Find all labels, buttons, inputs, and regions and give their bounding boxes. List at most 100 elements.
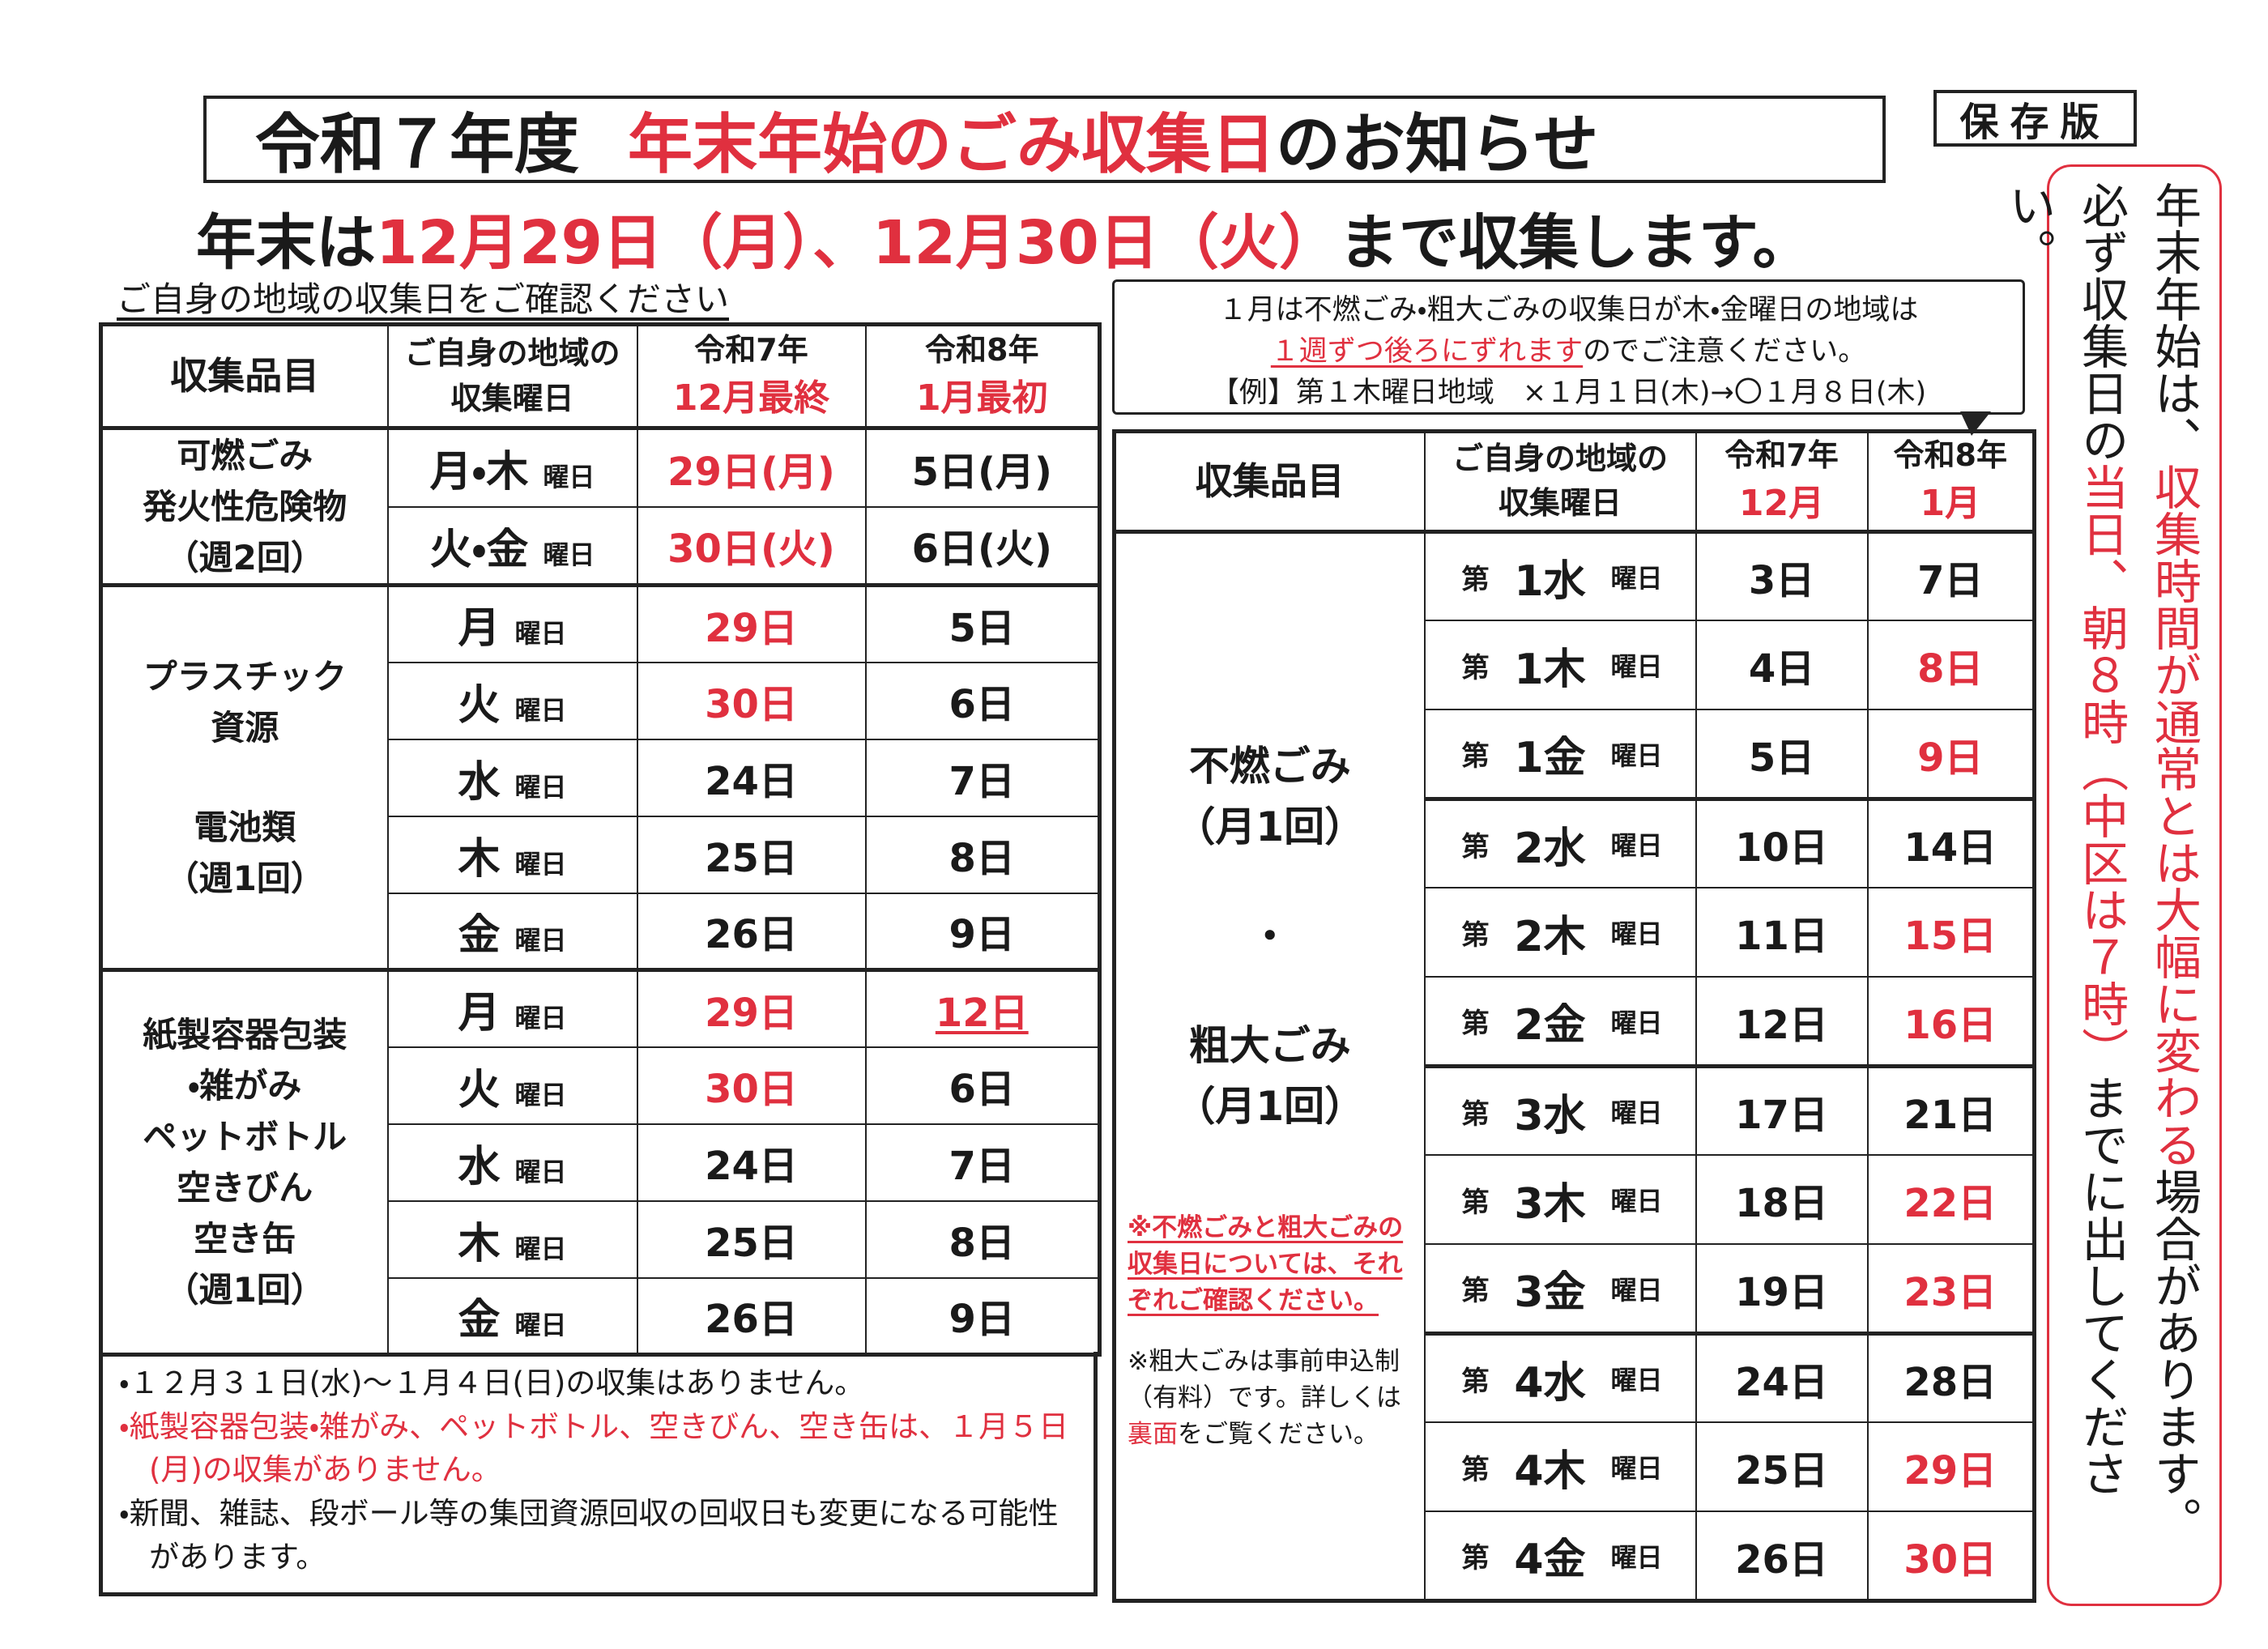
weekday: 木 <box>458 834 501 884</box>
weekday-unit: 曜日 <box>1610 1063 1697 1157</box>
label-line: 粗大ごみ <box>1188 1021 1351 1069</box>
weekday-unit: 曜日 <box>1610 796 1697 889</box>
weekday-unit: 曜日 <box>543 462 595 493</box>
label-line: （週2回） <box>164 538 325 577</box>
weekday: 水 <box>458 1142 501 1191</box>
callout-line: １月は不燃ごみ・粗大ごみの収集日が木・金曜日の地域は <box>1131 290 2006 331</box>
item-cell: 紙製容器包装 ・雑がみ ペットボトル 空きびん 空き缶 （週1回） <box>100 968 389 1356</box>
table-row: 紙製容器包装 ・雑がみ ペットボトル 空きびん 空き缶 （週1回）月曜日 29日 12日 <box>100 968 1101 1356</box>
label-block: 紙製容器包装 ・雑がみ ペットボトル 空きびん 空き缶 （週1回） <box>103 1009 387 1315</box>
date-cell: 6日(火) <box>864 505 1101 586</box>
label-block: ・ <box>1128 906 1413 967</box>
weekday-unit: 曜日 <box>514 1309 567 1340</box>
date-cell: 30日 <box>636 661 867 740</box>
ordinal: 第 <box>1423 796 1490 889</box>
weekday: 火 <box>458 1065 501 1114</box>
date-cell: 8日 <box>1866 620 2036 711</box>
day-cell: 月曜日 <box>386 583 638 663</box>
date-cell: 7日 <box>1866 529 2036 622</box>
header-row: 収集品目 ご自身の地域の 収集曜日 令和7年 12月最終 令和8年 1月最初 <box>100 323 1101 429</box>
side-column: 年末年始は、収集時間が通常とは大幅に変わる場合があります。 <box>2137 181 2210 1589</box>
header-row: 収集品目 ご自身の地域の 収集曜日 令和7年 12月 令和8年 1月 <box>1113 430 2036 533</box>
weekday-unit: 曜日 <box>514 694 567 726</box>
ordinal: 第 <box>1423 620 1490 711</box>
weekday-unit: 曜日 <box>1610 1154 1697 1246</box>
ordinal: 第 <box>1423 1421 1490 1513</box>
title-highlight: 年末年始のごみ収集日 <box>628 107 1276 182</box>
ordinal: 第 <box>1423 887 1490 978</box>
note-line: ・紙製容器包装・雑がみ、ペットボトル、空きびん、空き缶は、１月５日(月)の収集が… <box>119 1408 1069 1488</box>
table-row: 第 3金 曜日 19日 23日 <box>1115 1243 2036 1335</box>
date-cell: 24日 <box>636 738 867 817</box>
date-cell: 7日 <box>864 738 1101 817</box>
table-row: 第 2水 曜日 10日 14日 <box>1115 796 2036 889</box>
header-line: 収集曜日 <box>450 380 574 416</box>
date-cell: 25日 <box>1695 1421 1869 1513</box>
ordinal: 第 <box>1423 1154 1490 1246</box>
date-cell: 24日 <box>636 1123 867 1202</box>
text-segment: 当日、朝８時（中区は７時） <box>2074 463 2129 1074</box>
text-segment: １月は不燃ごみ・粗大ごみの収集日が木・金曜日の地域は <box>1218 294 1919 326</box>
table-row: 水曜日 24日 7日 <box>101 1123 1101 1202</box>
title-prefix: 令和７年度 <box>255 107 579 182</box>
label-line: 電池類 <box>194 807 296 847</box>
text-segment: までに出してください。 <box>2001 181 2129 1497</box>
header-cell: ご自身の地域の 収集曜日 <box>1423 430 1697 533</box>
left-table: 収集品目 ご自身の地域の 収集曜日 令和7年 12月最終 令和8年 1月最初 可燃ごみ 発火性危… <box>99 322 1102 1357</box>
table-row: プラスチック 資源 電池類 （週1回）月曜日 29日 5日 <box>100 583 1101 971</box>
label-line: ペットボトル <box>143 1117 347 1157</box>
date-cell: 17日 <box>1695 1063 1869 1157</box>
ordinal: 第 <box>1423 1511 1490 1602</box>
text-segment: 収集時間が通常とは大幅に変わる <box>2146 463 2202 1168</box>
day-cell: 木曜日 <box>386 815 638 894</box>
date-cell: 7日 <box>864 1123 1101 1202</box>
weekday: 1木 <box>1489 620 1611 711</box>
side-note: 年末年始は、収集時間が通常とは大幅に変わる場合があります。 必ず収集日の当日、朝８… <box>2001 164 2222 1606</box>
weekday: 木 <box>458 1219 501 1268</box>
date-cell: 24日 <box>1695 1331 1869 1424</box>
day-cell: 月・木 曜日 <box>386 426 638 508</box>
date-cell: 10日 <box>1695 796 1869 889</box>
text-segment: ※粗大ごみは事前申込制（有料）です。詳しくは <box>1128 1346 1401 1413</box>
table-row: 第 2木 曜日 11日 15日 <box>1115 887 2036 978</box>
label-line: ・雑がみ <box>188 1066 302 1106</box>
side-column: 必ず収集日の当日、朝８時（中区は７時）までに出してください。 <box>1991 181 2137 1589</box>
weekday-unit: 曜日 <box>514 1233 567 1264</box>
weekday-unit: 曜日 <box>1610 976 1697 1067</box>
notes: ・１２月３１日(水)～１月４日(日)の収集はありません。・紙製容器包装・雑がみ、… <box>99 1352 1098 1596</box>
day-cell: 水曜日 <box>386 1123 638 1202</box>
callout-line: １週ずつ後ろにずれますのでご注意ください。 <box>1131 331 2006 373</box>
subtitle-highlight: 12月29日（月）、12月30日（火） <box>376 208 1339 278</box>
date-cell: 18日 <box>1695 1154 1869 1246</box>
title-box: 令和７年度 年末年始のごみ収集日 のお知らせ <box>203 96 1886 183</box>
date-cell: 3日 <box>1695 529 1869 622</box>
date-cell: 25日 <box>636 1199 867 1279</box>
date-cell: 30日 <box>636 1046 867 1125</box>
weekday: 4金 <box>1489 1511 1611 1602</box>
header-line: 12月 <box>1738 483 1825 525</box>
note: ※不燃ごみと粗大ごみの収集日については、それぞれご確認ください。 <box>1128 1212 1404 1315</box>
weekday: 2木 <box>1489 887 1611 978</box>
note-line: ・１２月３１日(水)～１月４日(日)の収集はありません。 <box>119 1366 865 1400</box>
date-cell: 11日 <box>1695 887 1869 978</box>
day-cell: 金曜日 <box>386 1276 638 1356</box>
date-cell: 22日 <box>1866 1154 2036 1246</box>
date-cell: 29日(月) <box>636 426 867 508</box>
label-block: 粗大ごみ （月1回） <box>1128 1016 1413 1137</box>
date-cell: 25日 <box>636 815 867 894</box>
date-cell: 15日 <box>1866 887 2036 978</box>
label-line: 空きびん <box>177 1168 313 1208</box>
table-row: 第 4金 曜日 26日 30日 <box>1115 1511 2036 1602</box>
table-row: 金曜日 26日 9日 <box>101 1276 1101 1356</box>
weekday-unit: 曜日 <box>1610 1331 1697 1424</box>
date-cell: 5日(月) <box>864 426 1101 508</box>
header-line: ご自身の地域の <box>1452 441 1669 477</box>
weekday: 1金 <box>1489 709 1611 800</box>
ordinal: 第 <box>1423 976 1490 1067</box>
subtitle: 年末は12月29日（月）、12月30日（火）まで収集します。 <box>196 194 1813 281</box>
date-cell: 16日 <box>1866 976 2036 1067</box>
header-cell: 収集品目 <box>1113 430 1426 533</box>
date-cell: 9日 <box>864 1276 1101 1356</box>
day-cell: 月曜日 <box>386 968 638 1048</box>
weekday: 金 <box>458 910 501 960</box>
